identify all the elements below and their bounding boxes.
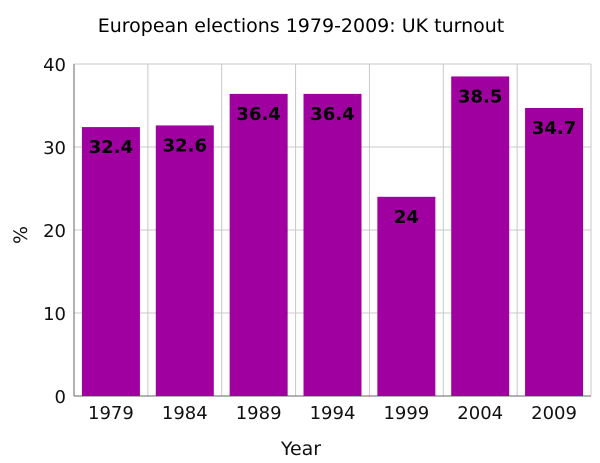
bar-2004 bbox=[451, 76, 510, 396]
x-tick-label: 1979 bbox=[88, 403, 134, 424]
x-tick-label: 1994 bbox=[310, 403, 356, 424]
chart-title: European elections 1979-2009: UK turnout bbox=[98, 15, 505, 37]
x-tick-label: 1984 bbox=[162, 403, 208, 424]
x-tick-label: 2004 bbox=[457, 403, 503, 424]
bar-1999 bbox=[377, 196, 436, 396]
bar-1984 bbox=[155, 125, 214, 397]
y-tick-label: 0 bbox=[55, 387, 66, 408]
x-tick-label: 1999 bbox=[383, 403, 429, 424]
bar-layer bbox=[81, 76, 584, 397]
data-label-1979: 32.4 bbox=[89, 137, 133, 158]
y-axis-label: % bbox=[10, 226, 32, 244]
data-label-layer: 32.4 32.6 36.4 36.4 24 38.5 34.7 bbox=[89, 86, 577, 227]
data-label-2009: 34.7 bbox=[532, 118, 576, 139]
data-label-1999: 24 bbox=[394, 207, 419, 228]
y-tick-label: 20 bbox=[43, 221, 66, 242]
x-tick-layer: 1979 1984 1989 1994 1999 2004 2009 bbox=[88, 403, 577, 424]
data-label-1994: 36.4 bbox=[310, 104, 354, 125]
bar-1989 bbox=[229, 93, 288, 396]
y-tick-label: 10 bbox=[43, 304, 66, 325]
y-tick-layer: 0 10 20 30 40 bbox=[43, 55, 66, 408]
bar-2009 bbox=[525, 107, 584, 397]
data-label-2004: 38.5 bbox=[458, 86, 502, 107]
data-label-1989: 36.4 bbox=[236, 104, 280, 125]
x-axis-label: Year bbox=[280, 438, 321, 460]
data-label-1984: 32.6 bbox=[163, 135, 207, 156]
x-tick-label: 2009 bbox=[531, 403, 577, 424]
x-tick-label: 1989 bbox=[236, 403, 282, 424]
bar-1979 bbox=[81, 127, 140, 396]
bar-1994 bbox=[303, 93, 362, 396]
y-tick-label: 40 bbox=[43, 55, 66, 76]
y-tick-label: 30 bbox=[43, 138, 66, 159]
